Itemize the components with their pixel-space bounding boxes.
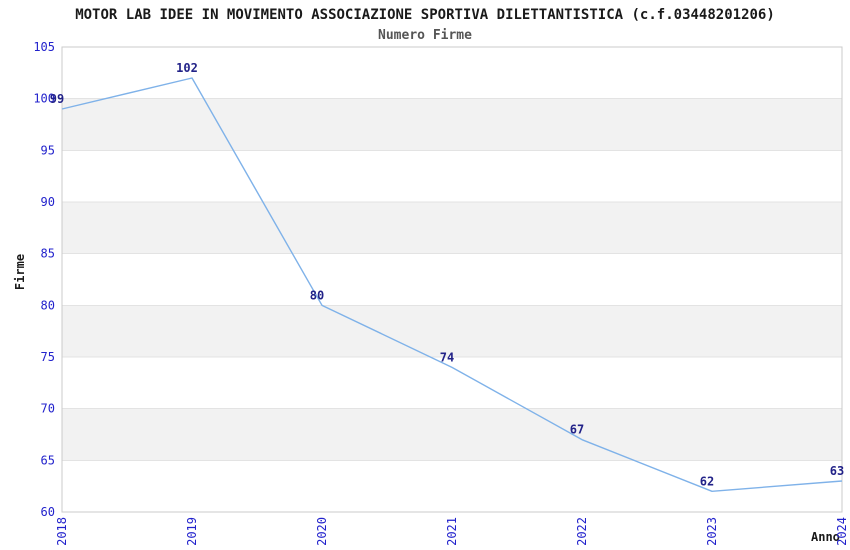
point-label: 67 bbox=[570, 423, 584, 437]
point-label: 62 bbox=[700, 474, 714, 488]
x-tick-label: 2018 bbox=[55, 517, 69, 546]
x-tick-label: 2021 bbox=[445, 517, 459, 546]
y-tick-label: 80 bbox=[41, 298, 55, 312]
point-label: 99 bbox=[50, 92, 64, 106]
y-tick-label: 100 bbox=[33, 92, 55, 106]
x-axis-title: Anno bbox=[811, 530, 840, 544]
grid-band bbox=[62, 305, 842, 357]
y-tick-label: 65 bbox=[41, 453, 55, 467]
point-label: 63 bbox=[830, 464, 844, 478]
y-tick-label: 75 bbox=[41, 350, 55, 364]
chart-title: MOTOR LAB IDEE IN MOVIMENTO ASSOCIAZIONE… bbox=[75, 7, 775, 23]
y-tick-label: 60 bbox=[41, 505, 55, 519]
plot-border bbox=[61, 46, 843, 513]
x-tick-label: 2019 bbox=[185, 517, 199, 546]
x-tick-label: 2024 bbox=[835, 517, 849, 546]
point-label: 80 bbox=[310, 288, 324, 302]
y-tick-label: 90 bbox=[41, 195, 55, 209]
grid-band bbox=[62, 98, 842, 151]
y-tick-label: 105 bbox=[33, 40, 55, 54]
grid-band bbox=[62, 408, 842, 461]
x-tick-label: 2020 bbox=[315, 517, 329, 546]
y-tick-label: 95 bbox=[41, 143, 55, 157]
grid-band bbox=[62, 202, 842, 254]
y-tick-label: 85 bbox=[41, 247, 55, 261]
x-tick-label: 2023 bbox=[705, 517, 719, 546]
point-label: 102 bbox=[176, 61, 198, 75]
point-label: 74 bbox=[440, 350, 454, 364]
y-tick-label: 70 bbox=[41, 402, 55, 416]
chart-subtitle: Numero Firme bbox=[378, 28, 472, 43]
series-line bbox=[61, 77, 843, 493]
x-tick-label: 2022 bbox=[575, 517, 589, 546]
